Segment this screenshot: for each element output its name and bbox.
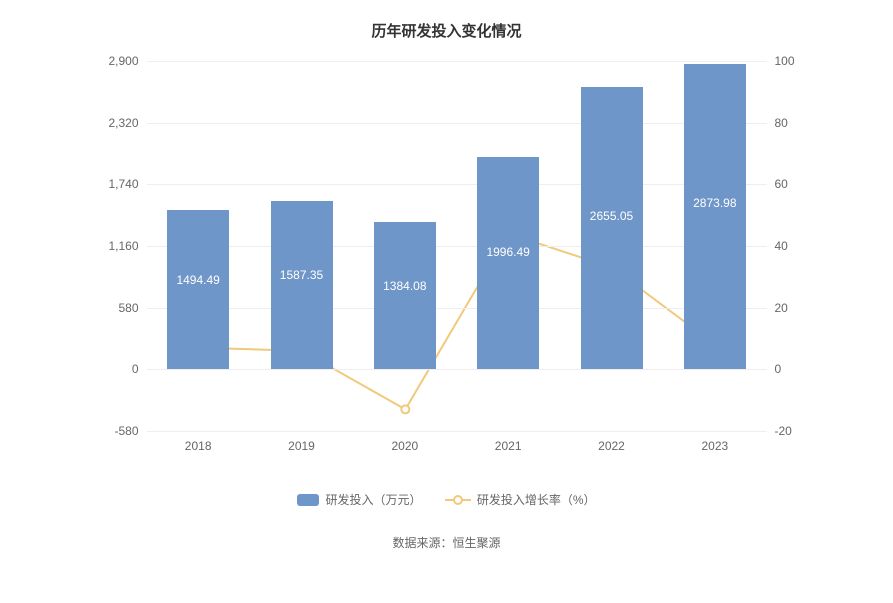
plot-area: -580 -20 0 0 580 20 1,160 40 1,740 60 2,320 80 2,900… — [87, 51, 807, 471]
gridline — [147, 308, 767, 309]
y2-tick-label: 20 — [767, 301, 788, 315]
chart-title: 历年研发投入变化情况 — [40, 20, 853, 41]
bar: 2873.98 — [684, 64, 746, 370]
x-tick-label: 2023 — [701, 431, 728, 453]
bar-value-label: 1384.08 — [374, 279, 436, 293]
bar: 1384.08 — [374, 222, 436, 369]
legend-bar-label: 研发投入（万元） — [325, 491, 421, 508]
bar-value-label: 2655.05 — [581, 209, 643, 223]
bar: 1996.49 — [477, 157, 539, 369]
x-tick-label: 2018 — [185, 431, 212, 453]
gridline — [147, 61, 767, 62]
legend-item-bar: 研发投入（万元） — [297, 491, 421, 508]
gridline — [147, 246, 767, 247]
y2-tick-label: 80 — [767, 116, 788, 130]
x-tick-label: 2021 — [495, 431, 522, 453]
bar-value-label: 2873.98 — [684, 196, 746, 210]
legend-item-line: 研发投入增长率（%） — [445, 491, 596, 508]
y2-tick-label: 100 — [767, 54, 795, 68]
y1-tick-label: 0 — [132, 362, 147, 376]
bar: 1587.35 — [271, 201, 333, 370]
chart-container: 历年研发投入变化情况 -580 -20 0 0 580 20 1,160 40 1,740 60 2… — [0, 0, 893, 603]
y1-tick-label: 2,320 — [108, 116, 146, 130]
bar-value-label: 1587.35 — [271, 268, 333, 282]
y2-tick-label: 60 — [767, 177, 788, 191]
plot-inner: -580-2000580201,160401,740602,320802,900… — [147, 61, 767, 431]
gridline — [147, 123, 767, 124]
y2-tick-label: -20 — [767, 424, 792, 438]
bar: 1494.49 — [167, 210, 229, 369]
data-source: 数据来源：恒生聚源 — [40, 534, 853, 551]
legend-bar-swatch — [297, 494, 319, 506]
legend-line-swatch — [445, 494, 471, 506]
y1-tick-label: 2,900 — [108, 54, 146, 68]
y1-tick-label: 580 — [118, 301, 146, 315]
growth-marker — [401, 405, 409, 413]
legend-line-label: 研发投入增长率（%） — [477, 491, 596, 508]
y2-tick-label: 40 — [767, 239, 788, 253]
gridline — [147, 369, 767, 370]
y1-tick-label: 1,160 — [108, 239, 146, 253]
x-tick-label: 2020 — [391, 431, 418, 453]
y1-tick-label: 1,740 — [108, 177, 146, 191]
bar-value-label: 1494.49 — [167, 273, 229, 287]
y1-tick-label: -580 — [114, 424, 146, 438]
bar: 2655.05 — [581, 87, 643, 369]
gridline — [147, 184, 767, 185]
gridline — [147, 431, 767, 432]
bar-value-label: 1996.49 — [477, 245, 539, 259]
x-tick-label: 2019 — [288, 431, 315, 453]
y2-tick-label: 0 — [767, 362, 782, 376]
legend: 研发投入（万元） 研发投入增长率（%） — [40, 491, 853, 509]
x-tick-label: 2022 — [598, 431, 625, 453]
